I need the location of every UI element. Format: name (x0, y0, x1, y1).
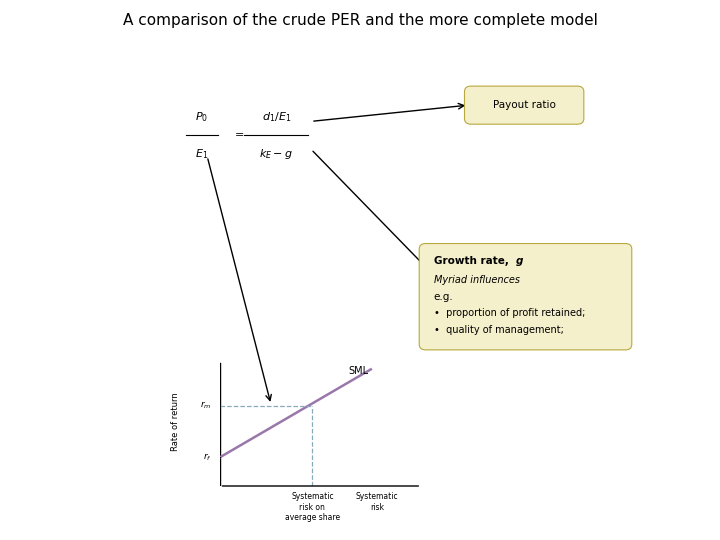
Text: Payout ratio: Payout ratio (492, 100, 556, 110)
Text: $k_E - g$: $k_E - g$ (259, 147, 293, 161)
Text: =: = (235, 130, 244, 140)
Text: Rate of return: Rate of return (171, 392, 180, 450)
Text: Systematic
risk: Systematic risk (356, 492, 398, 512)
Text: $P_0$: $P_0$ (195, 110, 208, 124)
Text: $E_1$: $E_1$ (195, 147, 209, 161)
Text: $r_m$: $r_m$ (200, 400, 212, 411)
Text: Growth rate,: Growth rate, (433, 256, 512, 266)
FancyBboxPatch shape (419, 244, 631, 350)
Text: e.g.: e.g. (433, 292, 454, 302)
Text: A comparison of the crude PER and the more complete model: A comparison of the crude PER and the mo… (122, 14, 598, 29)
Text: •  proportion of profit retained;: • proportion of profit retained; (433, 308, 585, 318)
Text: •  quality of management;: • quality of management; (433, 325, 564, 335)
Text: $r_f$: $r_f$ (203, 452, 212, 463)
Text: $d_1/E_1$: $d_1/E_1$ (262, 110, 291, 124)
Text: Myriad influences: Myriad influences (433, 275, 520, 285)
Text: Systematic
risk on
average share: Systematic risk on average share (285, 492, 340, 522)
FancyBboxPatch shape (464, 86, 584, 124)
Text: g: g (516, 256, 523, 266)
Text: SML: SML (348, 366, 369, 376)
